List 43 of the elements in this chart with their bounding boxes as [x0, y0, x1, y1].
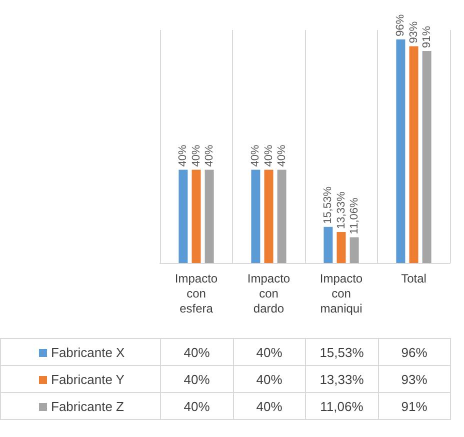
data-label: 40% [233, 338, 306, 366]
bar [204, 170, 214, 263]
bar [277, 170, 286, 263]
x-tick-label: Impacto con esfera [174, 272, 218, 316]
x-tick-label: Impacto con dardo [247, 272, 290, 316]
legend-label: Fabricante X [0, 338, 160, 366]
text: 40% [276, 144, 288, 167]
bar [324, 226, 333, 263]
bar [396, 39, 406, 263]
text: 40% [190, 144, 202, 167]
data-label: 91% [378, 392, 450, 420]
text: 91% [420, 26, 433, 48]
text: 13,33% [335, 192, 348, 229]
x-tick-label: Impacto con maniqui [320, 272, 363, 316]
bar [264, 170, 274, 263]
text: 15,53% [322, 186, 334, 224]
bar [251, 170, 260, 263]
text: 40% [203, 144, 216, 167]
data-label: 96% [378, 338, 450, 366]
legend-label: Fabricante Z [0, 392, 160, 420]
data-label: 13,33% [306, 366, 378, 392]
text: 40% [250, 144, 262, 167]
data-label: 40% [160, 366, 233, 392]
bar [178, 170, 188, 263]
bar [409, 46, 418, 263]
text: 93% [408, 21, 420, 44]
x-tick-label: Total [401, 272, 426, 286]
bar [336, 232, 346, 263]
data-label: 40% [160, 392, 233, 420]
bar [350, 237, 359, 263]
data-label: 40% [233, 392, 306, 420]
bar [192, 170, 201, 263]
text: 11,06% [348, 198, 360, 234]
data-label: 15,53% [306, 338, 378, 366]
text: 40% [177, 144, 190, 167]
data-label: 40% [160, 338, 233, 366]
bar [422, 50, 432, 263]
legend-label: Fabricante Y [0, 366, 160, 392]
text: 40% [262, 144, 275, 167]
data-label: 11,06% [306, 392, 378, 420]
data-label: 40% [233, 366, 306, 392]
text: 96% [394, 14, 407, 36]
data-label: 93% [378, 366, 450, 392]
